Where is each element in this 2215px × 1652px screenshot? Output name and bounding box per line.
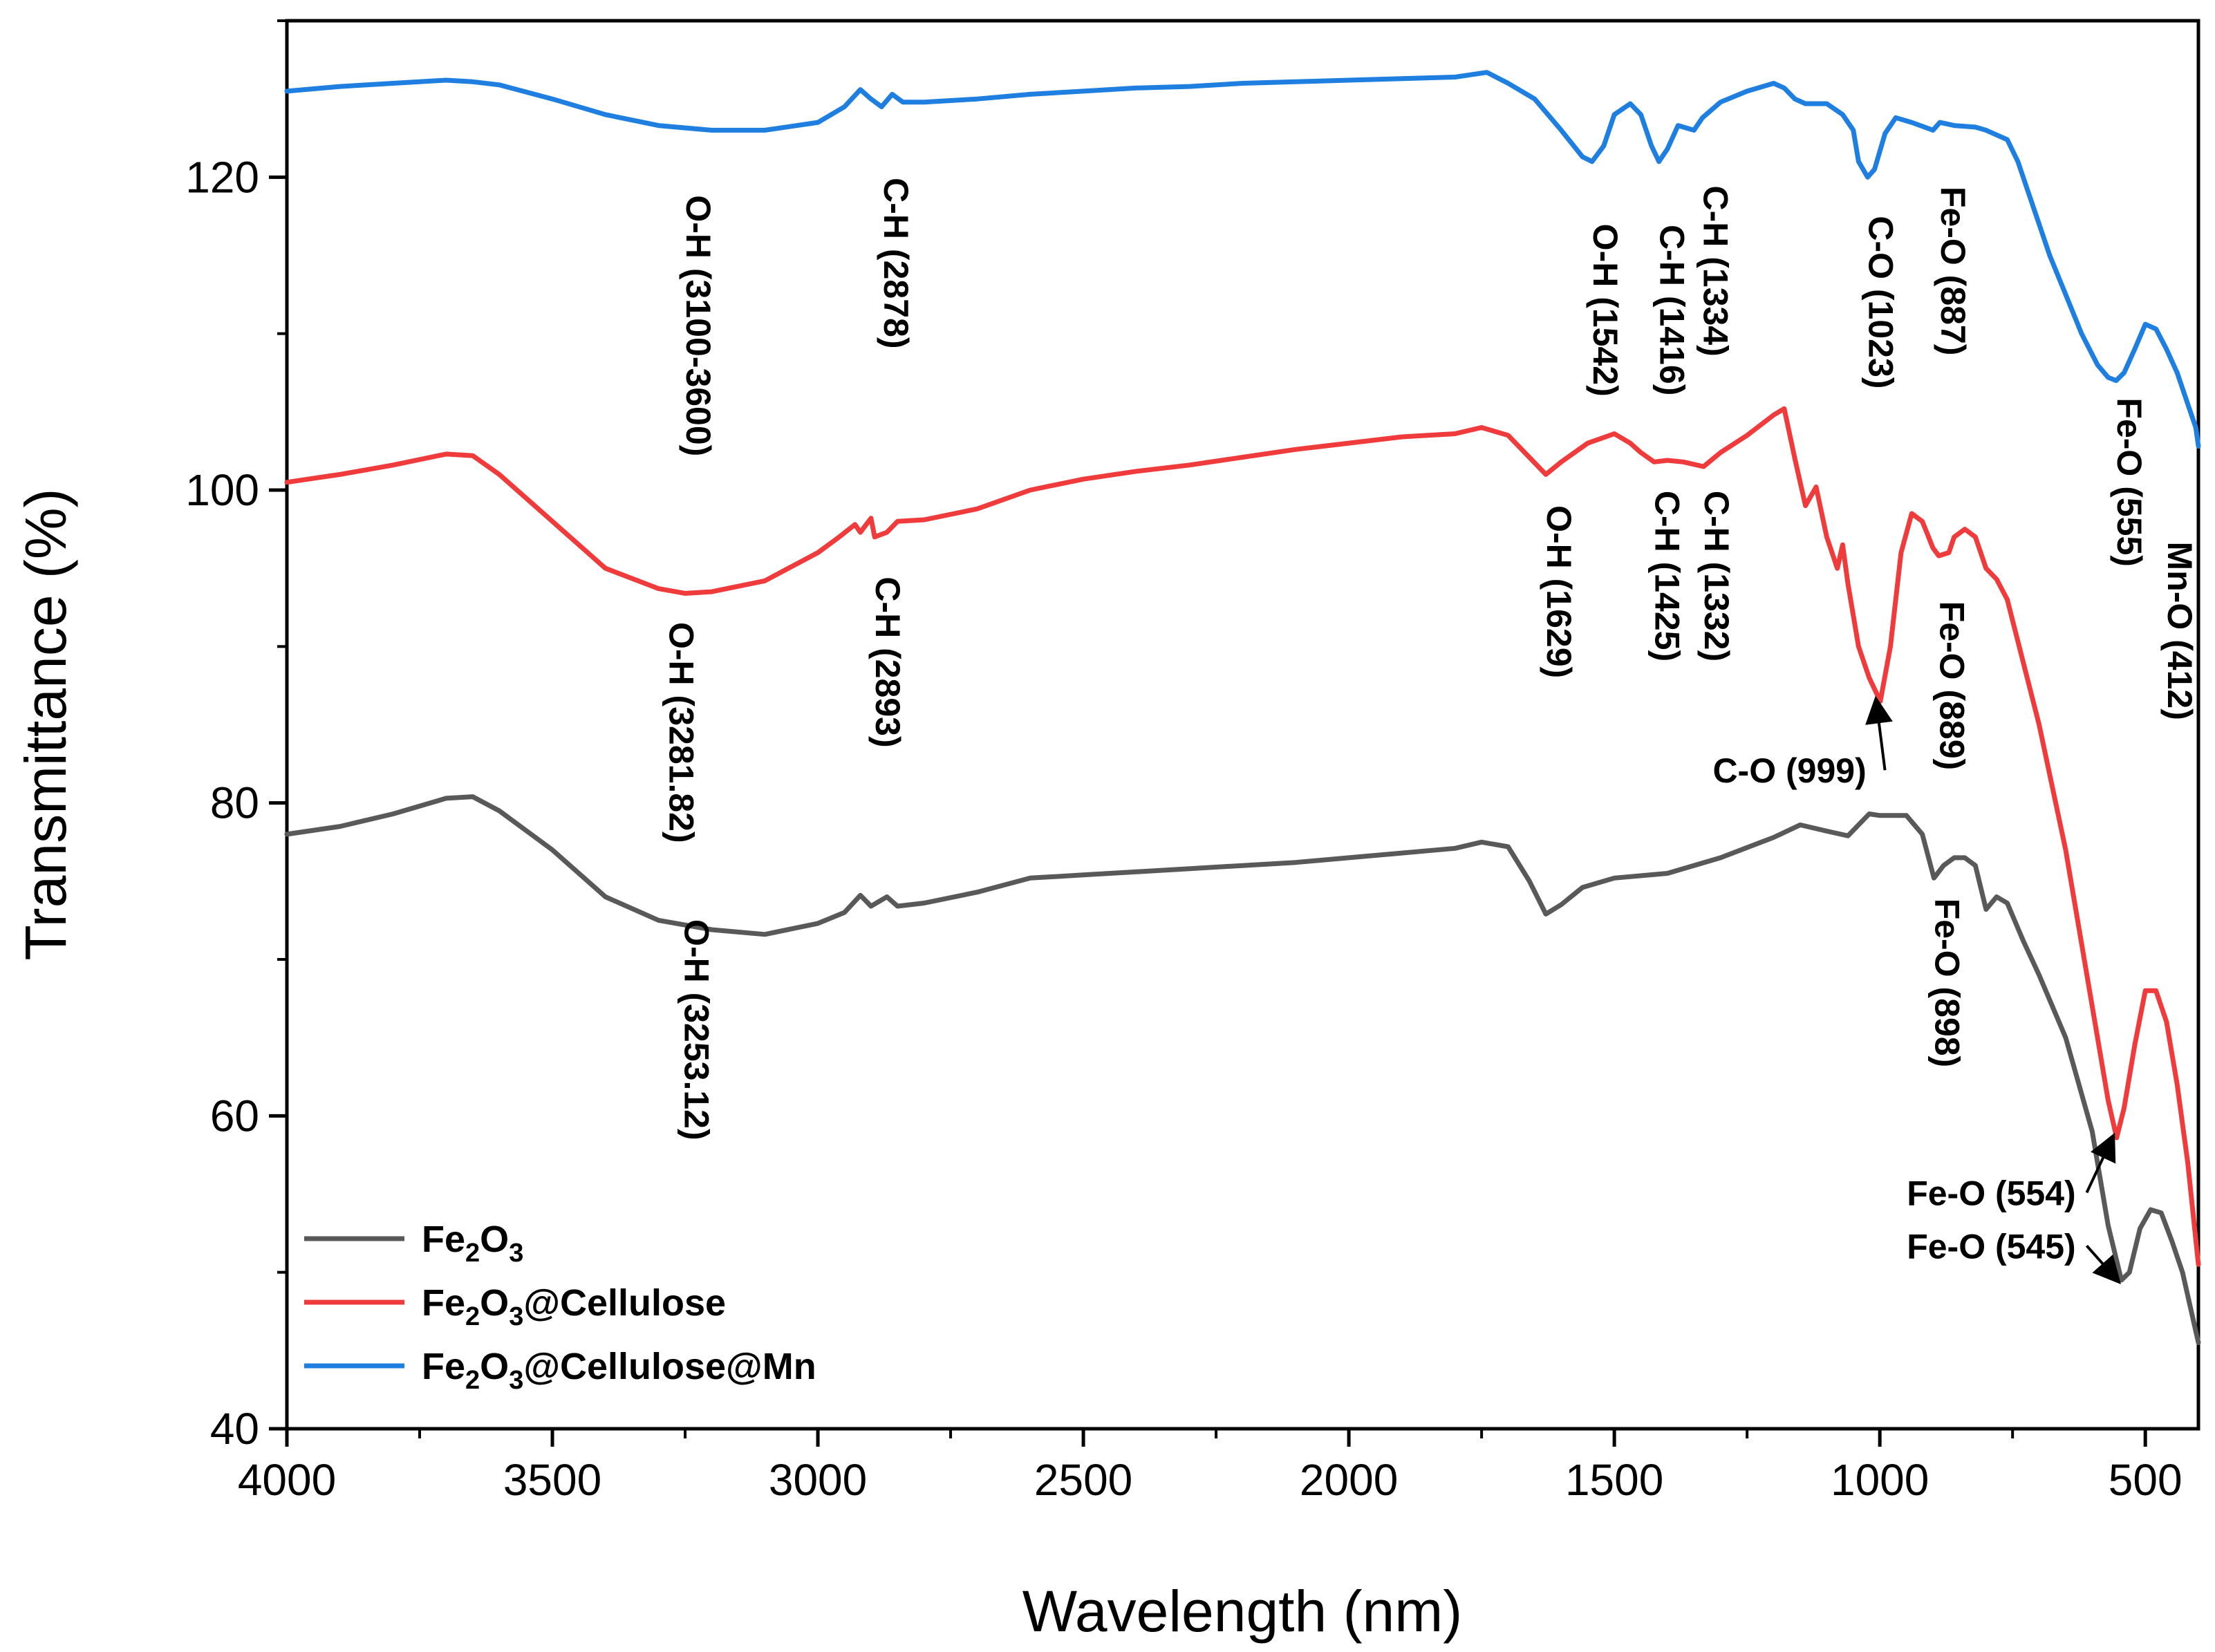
x-tick-label: 2500 xyxy=(1034,1455,1132,1505)
y-tick-label: 40 xyxy=(210,1404,259,1454)
peak-label: C-H (1416) xyxy=(1653,225,1692,395)
x-tick-label: 1000 xyxy=(1831,1455,1929,1505)
annotation-arrow xyxy=(2085,1244,2121,1284)
legend-label: Fe2O3@Cellulose xyxy=(422,1282,726,1331)
peak-label: O-H (3253.12) xyxy=(677,919,716,1141)
peak-label: Fe-O (889) xyxy=(1932,601,1971,771)
annotation-arrow xyxy=(2085,1132,2116,1194)
x-axis-title: Wavelength (nm) xyxy=(1022,1579,1462,1644)
peak-label: Fe-O (554) xyxy=(1907,1174,2076,1212)
peak-label: C-O (1023) xyxy=(1862,216,1900,388)
peak-label: O-H (1542) xyxy=(1586,224,1625,397)
legend: Fe2O3 Fe2O3@Cellulose Fe2O3@Cellulose@Mn xyxy=(304,1219,816,1395)
y-tick-label: 60 xyxy=(210,1091,259,1141)
plot-frame xyxy=(285,19,2200,1431)
x-tick-label: 4000 xyxy=(238,1455,336,1505)
y-axis-title: Transmittance (%) xyxy=(13,488,78,960)
peak-label: Fe-O (887) xyxy=(1934,187,1972,356)
x-tick-label: 1500 xyxy=(1565,1455,1663,1505)
axis-ticks: 4000 3500 3000 2500 2000 1500 1000 500 40 60 80 100… xyxy=(185,19,2183,1505)
peak-label: C-H (1334) xyxy=(1697,185,1735,356)
peak-label: C-O (999) xyxy=(1712,751,1866,790)
peak-label: C-H (2878) xyxy=(877,178,915,348)
series-line-2 xyxy=(284,70,2201,449)
series-line-0 xyxy=(284,794,2201,1345)
annotation-arrow xyxy=(1865,695,1893,771)
peak-label: Fe-O (898) xyxy=(1928,899,1967,1068)
series-lines xyxy=(284,70,2201,1345)
peak-label: O-H (3281.82) xyxy=(662,622,701,843)
peak-label: C-H (1425) xyxy=(1648,491,1687,661)
x-tick-label: 3000 xyxy=(769,1455,867,1505)
x-tick-label: 2000 xyxy=(1300,1455,1398,1505)
y-tick-label: 80 xyxy=(210,778,259,828)
peak-label: C-H (1332) xyxy=(1697,491,1736,661)
x-tick-label: 3500 xyxy=(503,1455,601,1505)
x-tick-label: 500 xyxy=(2109,1455,2183,1505)
legend-label: Fe2O3@Cellulose@Mn xyxy=(422,1346,816,1395)
peak-label: Fe-O (555) xyxy=(2110,397,2149,567)
peak-annotations: O-H (3253.12) Fe-O (898) Fe-O (554) Fe-O (5… xyxy=(662,178,2199,1284)
peak-label: O-H (1629) xyxy=(1540,505,1578,678)
peak-label: C-H (2893) xyxy=(868,576,907,747)
peak-label: Fe-O (545) xyxy=(1907,1227,2076,1266)
series-line-1 xyxy=(284,406,2201,1267)
peak-label: O-H (3100-3600) xyxy=(679,195,718,456)
y-tick-label: 100 xyxy=(185,465,259,515)
y-tick-label: 120 xyxy=(185,152,259,202)
legend-label: Fe2O3 xyxy=(422,1219,523,1268)
peak-label: Mn-O (412) xyxy=(2160,542,2199,720)
